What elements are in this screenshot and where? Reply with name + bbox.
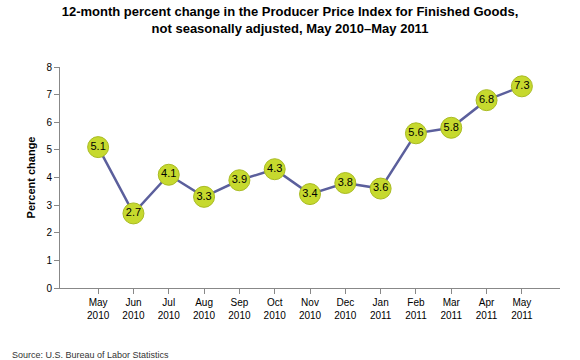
svg-text:7: 7 bbox=[46, 89, 52, 100]
svg-text:3.3: 3.3 bbox=[196, 190, 211, 202]
svg-text:6: 6 bbox=[46, 117, 52, 128]
svg-text:Dec2010: Dec2010 bbox=[334, 297, 357, 321]
svg-text:Feb2011: Feb2011 bbox=[405, 297, 427, 321]
svg-text:12-month percent change in the: 12-month percent change in the Producer … bbox=[62, 4, 519, 36]
svg-text:Source: U.S. Bureau of Labor S: Source: U.S. Bureau of Labor Statistics bbox=[12, 350, 169, 360]
svg-text:May2010: May2010 bbox=[87, 297, 110, 321]
svg-text:5.6: 5.6 bbox=[408, 126, 423, 138]
svg-text:Jun2010: Jun2010 bbox=[122, 297, 145, 321]
svg-text:3: 3 bbox=[46, 200, 52, 211]
svg-text:May2011: May2011 bbox=[511, 297, 533, 321]
svg-text:4: 4 bbox=[46, 172, 52, 183]
svg-text:Mar2011: Mar2011 bbox=[440, 297, 462, 321]
svg-text:Apr2011: Apr2011 bbox=[476, 297, 498, 321]
svg-text:Jan2011: Jan2011 bbox=[370, 297, 392, 321]
svg-text:Sep2010: Sep2010 bbox=[228, 297, 251, 321]
svg-text:Oct2010: Oct2010 bbox=[264, 297, 287, 321]
svg-text:1: 1 bbox=[46, 255, 52, 266]
svg-text:2.7: 2.7 bbox=[126, 206, 141, 218]
svg-text:5.1: 5.1 bbox=[90, 140, 105, 152]
svg-text:Percent change: Percent change bbox=[25, 137, 37, 219]
svg-text:6.8: 6.8 bbox=[479, 93, 494, 105]
svg-text:3.8: 3.8 bbox=[338, 176, 353, 188]
svg-text:Aug2010: Aug2010 bbox=[193, 297, 216, 321]
svg-text:3.4: 3.4 bbox=[302, 187, 317, 199]
svg-text:Jul2010: Jul2010 bbox=[158, 297, 181, 321]
svg-text:3.9: 3.9 bbox=[232, 173, 247, 185]
svg-text:7.3: 7.3 bbox=[514, 79, 529, 91]
svg-text:8: 8 bbox=[46, 62, 52, 73]
svg-text:5.8: 5.8 bbox=[444, 121, 459, 133]
svg-text:0: 0 bbox=[46, 283, 52, 294]
svg-text:4.3: 4.3 bbox=[267, 162, 282, 174]
svg-text:5: 5 bbox=[46, 144, 52, 155]
svg-text:Nov2010: Nov2010 bbox=[299, 297, 322, 321]
svg-text:2: 2 bbox=[46, 227, 52, 238]
svg-text:4.1: 4.1 bbox=[161, 167, 176, 179]
svg-text:3.6: 3.6 bbox=[373, 181, 388, 193]
